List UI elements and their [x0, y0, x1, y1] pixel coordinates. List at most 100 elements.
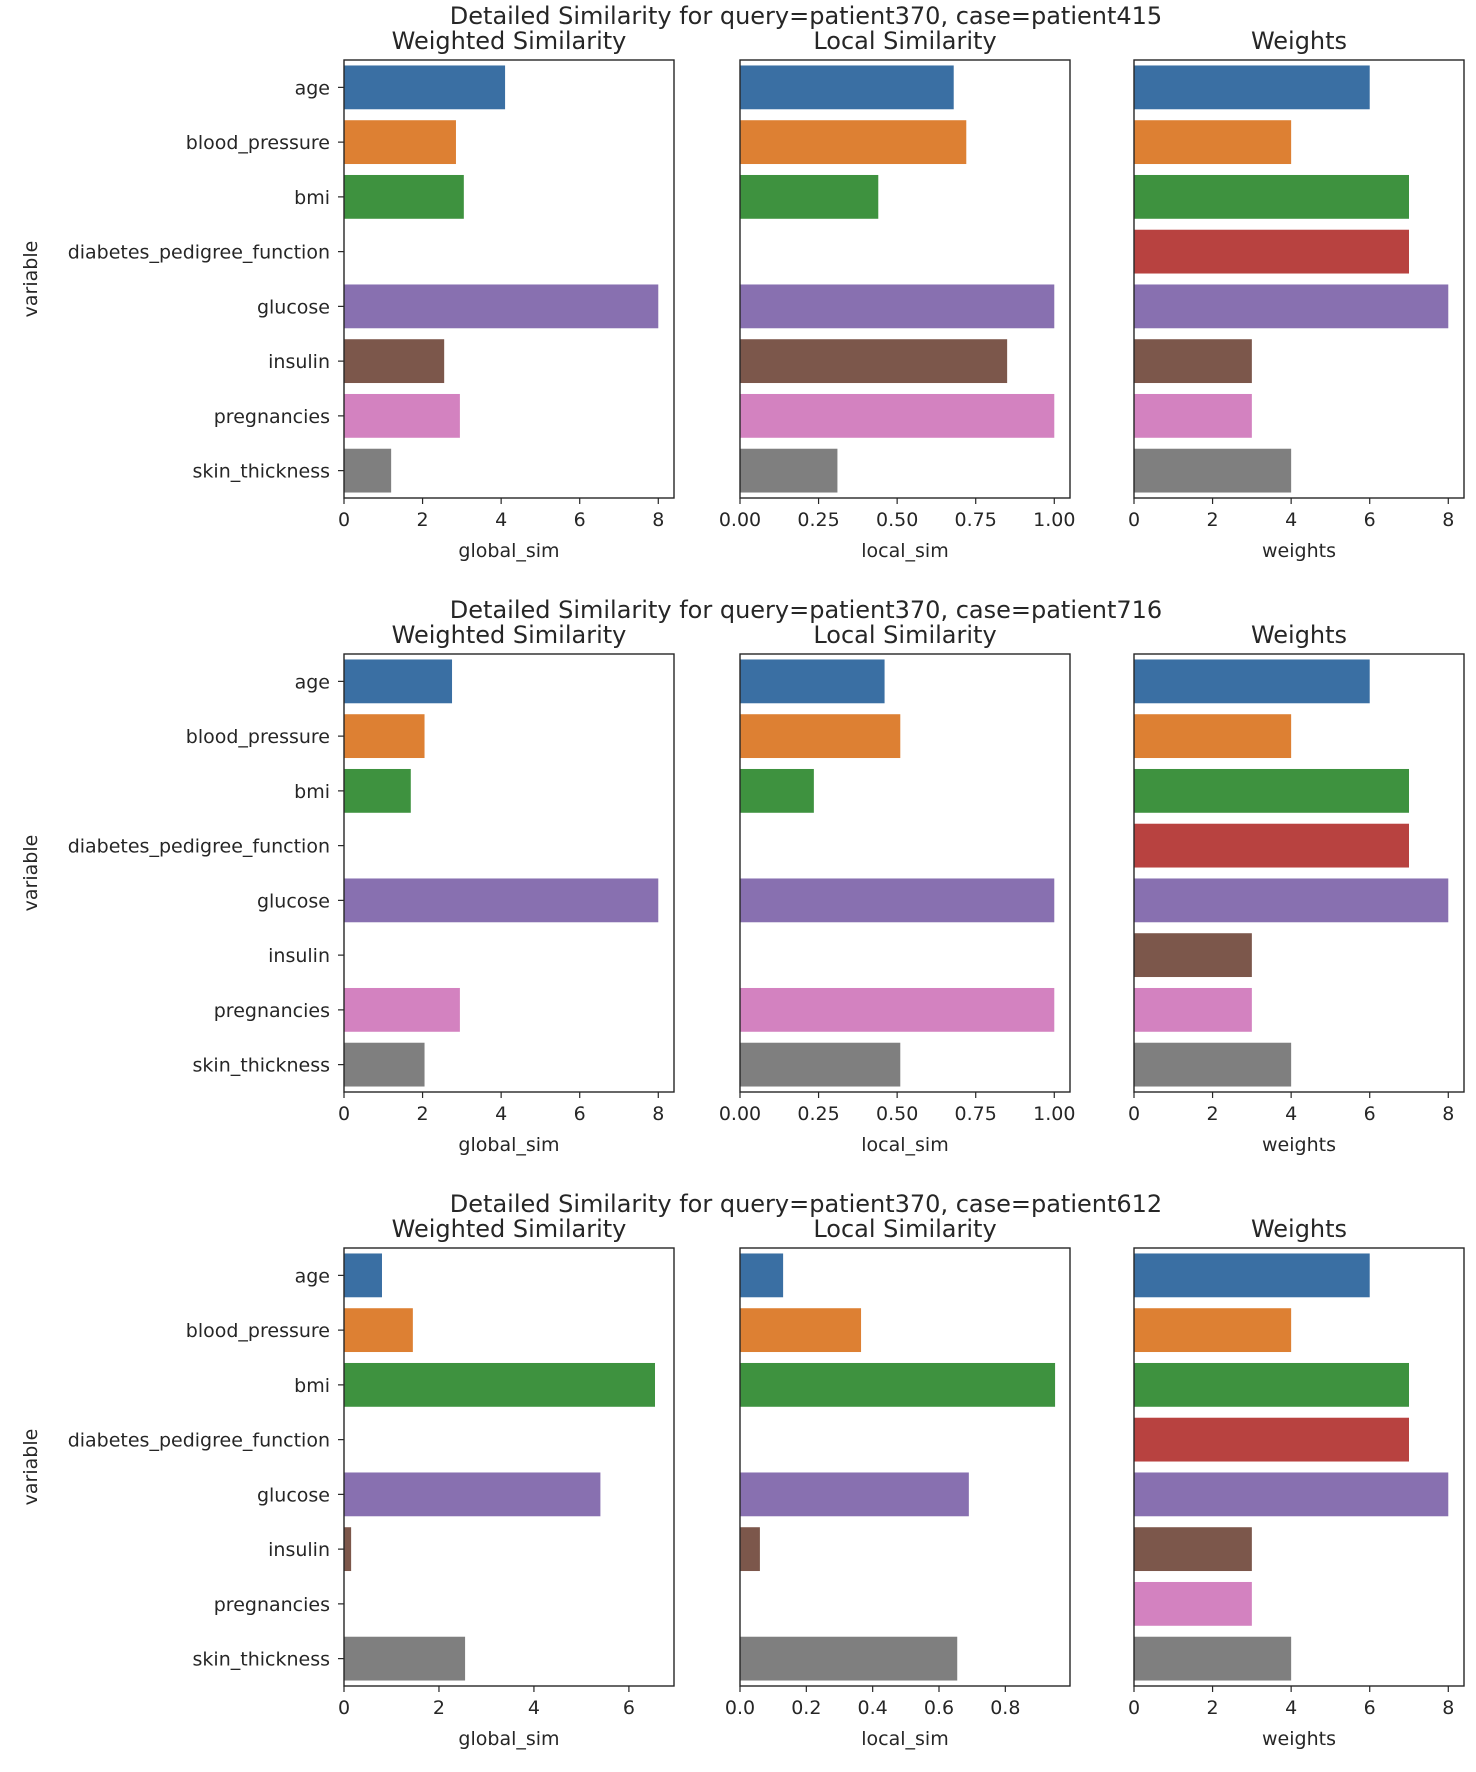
category-label: skin_thickness: [193, 461, 330, 483]
category-label: pregnancies: [214, 1000, 330, 1022]
suptitle: Detailed Similarity for query=patient370…: [450, 2, 1162, 30]
x-tick-label: 1.00: [1033, 1103, 1075, 1125]
bar-pregnancies: [1134, 393, 1252, 438]
bar-glucose: [344, 878, 659, 923]
x-tick-label: 4: [1285, 509, 1297, 531]
category-label: diabetes_pedigree_function: [68, 242, 330, 264]
bar-age: [1134, 1253, 1370, 1298]
bar-age: [740, 659, 885, 704]
x-tick-label: 0: [1128, 1103, 1140, 1125]
axes-frame: [1133, 653, 1465, 1093]
y-axis-label: variable: [20, 241, 42, 318]
axes-frame: [343, 1247, 675, 1687]
bar-skin-thickness: [1134, 1042, 1292, 1087]
panel-title: Weighted Similarity: [392, 621, 627, 649]
panel-local-sim: Local Similarity 0.00 0.25 0.50 0.75 1.00 loca…: [719, 621, 1076, 1156]
bar-pregnancies: [740, 987, 1055, 1032]
category-label: diabetes_pedigree_function: [68, 1430, 330, 1452]
axes-frame: [739, 59, 1071, 499]
bar-blood-pressure: [1134, 120, 1292, 165]
bar-blood-pressure: [1134, 1308, 1292, 1353]
x-tick-label: 4: [495, 509, 507, 531]
category-label: bmi: [294, 1375, 330, 1397]
axes-frame: [739, 653, 1071, 1093]
category-label: pregnancies: [214, 1594, 330, 1616]
panel-title: Local Similarity: [813, 27, 996, 55]
x-tick-label: 0.4: [858, 1697, 888, 1719]
bar-blood-pressure: [344, 120, 456, 165]
category-label: diabetes_pedigree_function: [68, 836, 330, 858]
x-tick-label: 0.25: [797, 1103, 839, 1125]
bar-blood-pressure: [344, 1308, 413, 1353]
bar-glucose: [740, 1472, 969, 1517]
x-tick-label: 2: [1207, 509, 1219, 531]
bar-insulin: [1134, 339, 1252, 384]
category-label: age: [295, 77, 330, 99]
x-tick-label: 0.75: [955, 509, 997, 531]
axes-frame: [739, 1247, 1071, 1687]
x-tick-label: 6: [574, 1103, 586, 1125]
bar-pregnancies: [1134, 1581, 1252, 1626]
bar-age: [344, 65, 506, 110]
panel-title: Weights: [1251, 1215, 1347, 1243]
bar-age: [1134, 659, 1370, 704]
y-axis-label: variable: [20, 1429, 42, 1506]
x-tick-label: 0.6: [924, 1697, 954, 1719]
bar-bmi: [344, 174, 464, 219]
x-tick-label: 0.00: [719, 509, 761, 531]
x-tick-label: 0: [338, 509, 350, 531]
bar-insulin: [344, 1527, 352, 1572]
x-tick-label: 0.00: [719, 1103, 761, 1125]
bar-blood-pressure: [740, 120, 967, 165]
bar-diabetes-pedigree-function: [1134, 1417, 1409, 1462]
x-tick-label: 6: [623, 1697, 635, 1719]
x-tick-label: 0.25: [797, 509, 839, 531]
bar-glucose: [344, 1472, 601, 1517]
x-tick-label: 6: [1364, 509, 1376, 531]
panel-title: Weighted Similarity: [392, 27, 627, 55]
x-tick-label: 8: [652, 509, 664, 531]
x-tick-label: 4: [1285, 1697, 1297, 1719]
category-label: age: [295, 671, 330, 693]
bar-glucose: [1134, 878, 1449, 923]
category-label: insulin: [268, 945, 330, 967]
bar-skin-thickness: [1134, 448, 1292, 493]
similarity-group-3: Detailed Similarity for query=patient370…: [20, 1190, 1465, 1750]
category-label: blood_pressure: [186, 726, 330, 748]
axes-frame: [1133, 59, 1465, 499]
category-label: glucose: [257, 1484, 330, 1506]
bar-pregnancies: [344, 393, 460, 438]
x-tick-label: 2: [417, 1103, 429, 1125]
x-tick-label: 2: [417, 509, 429, 531]
bar-blood-pressure: [344, 714, 425, 759]
axes-frame: [343, 653, 675, 1093]
panel-global-sim: Weighted Similarity 0 2 4 6 8 global_sim: [338, 27, 675, 562]
category-label: bmi: [294, 781, 330, 803]
x-tick-label: 4: [1285, 1103, 1297, 1125]
x-tick-label: 8: [1442, 1697, 1454, 1719]
bar-bmi: [1134, 1362, 1409, 1407]
bar-insulin: [740, 1527, 760, 1572]
panel-local-sim: Local Similarity 0.0 0.2 0.4 0.6 0.8 local_sim: [725, 1215, 1071, 1750]
bar-pregnancies: [740, 393, 1055, 438]
bar-blood-pressure: [740, 714, 901, 759]
x-tick-label: 0.2: [791, 1697, 821, 1719]
panel-global-sim: Weighted Similarity 0 2 4 6 global_sim: [338, 1215, 675, 1750]
panel-title: Weights: [1251, 27, 1347, 55]
bar-insulin: [1134, 1527, 1252, 1572]
bar-insulin: [740, 339, 1008, 384]
bar-glucose: [1134, 284, 1449, 329]
bar-glucose: [1134, 1472, 1449, 1517]
bar-skin-thickness: [344, 448, 392, 493]
x-tick-label: 8: [1442, 1103, 1454, 1125]
bar-pregnancies: [1134, 987, 1252, 1032]
panel-title: Local Similarity: [813, 621, 996, 649]
x-tick-label: 0.50: [876, 509, 918, 531]
x-axis-label: weights: [1262, 1728, 1336, 1750]
category-label: blood_pressure: [186, 132, 330, 154]
x-tick-label: 6: [574, 509, 586, 531]
bar-blood-pressure: [740, 1308, 862, 1353]
bar-blood-pressure: [1134, 714, 1292, 759]
category-label: glucose: [257, 890, 330, 912]
category-label: pregnancies: [214, 406, 330, 428]
